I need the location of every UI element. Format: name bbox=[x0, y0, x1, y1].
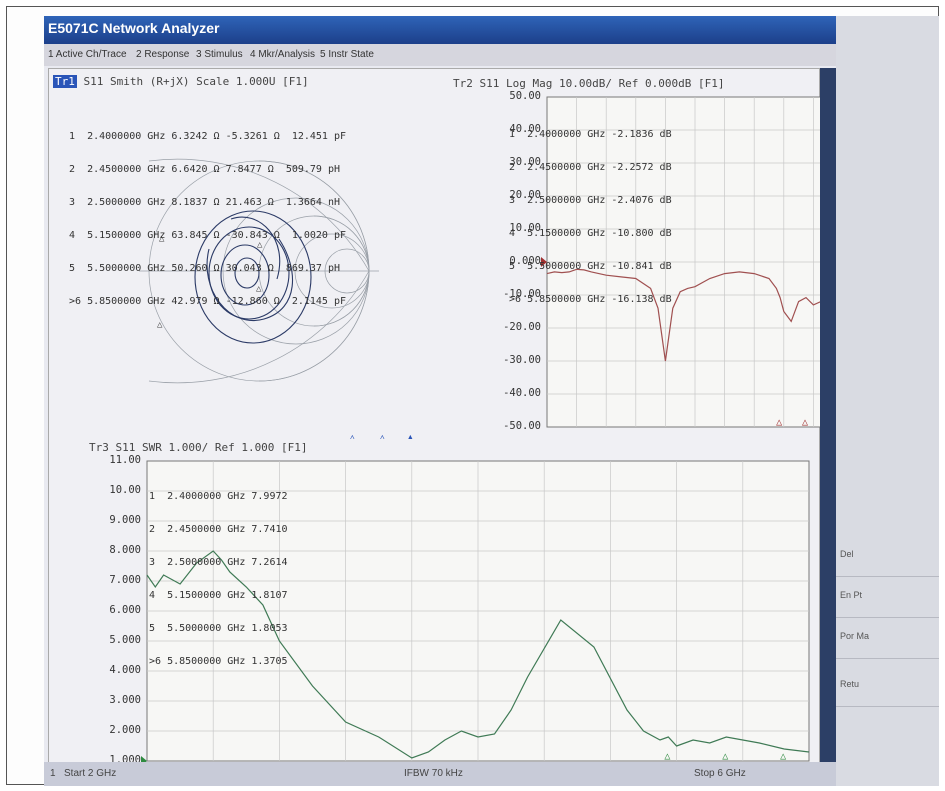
softkey-enter-pt[interactable]: En Pt bbox=[836, 577, 939, 618]
menu-instr-state[interactable]: 5 Instr State bbox=[320, 49, 374, 60]
trace2-marker-row: 3 2.5000000 GHz -2.4076 dB bbox=[509, 195, 672, 206]
trace2-marker-row: >6 5.8500000 GHz -16.138 dB bbox=[509, 294, 672, 305]
marker-triangle: △ bbox=[802, 417, 808, 428]
swr-chart: △ △ △ bbox=[141, 460, 810, 766]
trace2-ytick-label: 20.00 bbox=[509, 189, 541, 201]
trace3-marker-row: 2 2.4500000 GHz 7.7410 bbox=[149, 524, 288, 535]
smith-marker-tri-b: △ bbox=[379, 431, 386, 439]
marker-triangle: △ bbox=[664, 751, 670, 762]
smith-marker-4: △ bbox=[256, 284, 262, 294]
smith-marker-5: △ bbox=[257, 240, 263, 250]
smith-marker-tri-a: △ bbox=[349, 431, 356, 439]
smith-chart: △ △ △ △ △ △ ▲ bbox=[139, 158, 414, 439]
channel-number: 1 bbox=[50, 768, 56, 779]
logmag-panel: Tr2 S11 Log Mag 10.00dB/ Ref 0.000dB [F1… bbox=[449, 69, 821, 439]
trace1-marker-row: 1 2.4000000 GHz 6.3242 Ω -5.3261 Ω 12.45… bbox=[69, 131, 347, 142]
trace3-ytick-label: 8.000 bbox=[109, 544, 141, 556]
trace2-ytick-label: -20.00 bbox=[503, 321, 541, 333]
ifbw: IFBW 70 kHz bbox=[404, 768, 463, 779]
trace1-label[interactable]: Tr1 bbox=[53, 75, 77, 88]
trace3-ytick-label: 3.000 bbox=[109, 694, 141, 706]
trace1-marker-row: 4 5.1500000 GHz 63.845 Ω -30.843 Ω 1.002… bbox=[69, 230, 347, 241]
menu-bar: 1 Active Ch/Trace 2 Response 3 Stimulus … bbox=[44, 44, 836, 66]
trace3-trace-line bbox=[146, 550, 810, 759]
trace3-ytick-label: 7.000 bbox=[109, 574, 141, 586]
trace3-ytick-label: 10.00 bbox=[109, 484, 141, 496]
trace3-marker-row: 1 2.4000000 GHz 7.9972 bbox=[149, 491, 288, 502]
ref-level-arrow bbox=[541, 257, 547, 267]
trace2-ytick-label: 50.00 bbox=[509, 90, 541, 102]
trace1-marker-row: 3 2.5000000 GHz 8.1837 Ω 21.463 Ω 1.3664… bbox=[69, 197, 340, 208]
trace3-marker-row: 5 5.5000000 GHz 1.8053 bbox=[149, 623, 288, 634]
side-panel-edge bbox=[820, 68, 836, 762]
softkey-port-ma[interactable]: Por Ma bbox=[836, 618, 939, 659]
trace2-ytick-label: -10.00 bbox=[503, 288, 541, 300]
analyzer-screen: E5071C Network Analyzer 1 Active Ch/Trac… bbox=[44, 16, 836, 786]
title-bar: E5071C Network Analyzer bbox=[44, 16, 836, 44]
menu-mkr-analysis[interactable]: 4 Mkr/Analysis bbox=[250, 49, 316, 60]
trace3-marker-row: 3 2.5000000 GHz 7.2614 bbox=[149, 557, 288, 568]
trace2-ytick-label: -40.00 bbox=[503, 387, 541, 399]
trace2-marker-row: 5 5.5000000 GHz -10.841 dB bbox=[509, 261, 672, 272]
trace1-header: Tr1 S11 Smith (R+jX) Scale 1.000U [F1] bbox=[53, 75, 309, 88]
trace1-title: S11 Smith (R+jX) Scale 1.000U [F1] bbox=[83, 75, 309, 88]
marker-triangle: △ bbox=[776, 417, 782, 428]
trace2-marker-row: 2 2.4500000 GHz -2.2572 dB bbox=[509, 162, 672, 173]
status-bar: 1 Start 2 GHz IFBW 70 kHz Stop 6 GHz bbox=[44, 762, 836, 786]
trace3-ytick-label: 4.000 bbox=[109, 664, 141, 676]
menu-stimulus[interactable]: 3 Stimulus bbox=[196, 49, 243, 60]
trace3-ytick-label: 2.000 bbox=[109, 724, 141, 736]
smith-marker-2: △ bbox=[159, 234, 165, 244]
trace2-marker-row: 4 5.1500000 GHz -10.800 dB bbox=[509, 228, 672, 239]
trace2-ytick-label: 40.00 bbox=[509, 123, 541, 135]
menu-response[interactable]: 2 Response bbox=[136, 49, 190, 60]
marker-triangle: △ bbox=[722, 751, 728, 762]
start-frequency: Start 2 GHz bbox=[64, 768, 117, 779]
swr-panel: Tr3 S11 SWR 1.000/ Ref 1.000 [F1] 11.00 1… bbox=[49, 439, 821, 783]
trace1-marker-list: 1 2.4000000 GHz 6.3242 Ω -5.3261 Ω 12.45… bbox=[69, 109, 346, 329]
smith-marker-tri-c: ▲ bbox=[407, 431, 414, 439]
trace2-marker-row: 1 2.4000000 GHz -2.1836 dB bbox=[509, 129, 672, 140]
softkey-return[interactable]: Retu bbox=[836, 666, 939, 707]
trace1-marker-row: >6 5.8500000 GHz 42.979 Ω -12.860 Ω 2.11… bbox=[69, 296, 347, 307]
logmag-chart: △△△ bbox=[541, 96, 821, 428]
trace3-ytick-label: 5.000 bbox=[109, 634, 141, 646]
smith-panel: Tr1 S11 Smith (R+jX) Scale 1.000U [F1] bbox=[49, 69, 449, 439]
trace3-ytick-label: 6.000 bbox=[109, 604, 141, 616]
trace3-marker-list: 1 2.4000000 GHz 7.9972 2 2.4500000 GHz 7… bbox=[149, 469, 288, 689]
trace2-header: Tr2 S11 Log Mag 10.00dB/ Ref 0.000dB [F1… bbox=[453, 77, 725, 90]
menu-active-ch-trace[interactable]: 1 Active Ch/Trace bbox=[48, 49, 127, 60]
trace3-ytick-label: 11.00 bbox=[109, 454, 141, 466]
trace2-ytick-label: 10.00 bbox=[509, 222, 541, 234]
marker-triangle: △ bbox=[780, 751, 786, 762]
trace2-ytick-label: -30.00 bbox=[503, 354, 541, 366]
stop-frequency: Stop 6 GHz bbox=[694, 768, 746, 779]
window-title: E5071C Network Analyzer bbox=[48, 20, 220, 36]
trace2-ytick-label: -50.00 bbox=[503, 420, 541, 432]
smith-marker-1: △ bbox=[157, 320, 163, 330]
trace3-ytick-label: 9.000 bbox=[109, 514, 141, 526]
trace3-marker-row: 4 5.1500000 GHz 1.8107 bbox=[149, 590, 288, 601]
measurement-window: Tr1 S11 Smith (R+jX) Scale 1.000U [F1] bbox=[48, 68, 821, 783]
trace2-marker-list: 1 2.4000000 GHz -2.1836 dB 2 2.4500000 G… bbox=[509, 107, 672, 327]
trace2-ytick-label: 0.000 bbox=[509, 255, 541, 267]
trace3-marker-row: >6 5.8500000 GHz 1.3705 bbox=[149, 656, 288, 667]
trace1-marker-row: 2 2.4500000 GHz 6.6420 Ω 7.8477 Ω 509.79… bbox=[69, 164, 340, 175]
trace1-marker-row: 5 5.5000000 GHz 50.260 Ω 30.043 Ω 869.37… bbox=[69, 263, 340, 274]
softkey-del[interactable]: Del bbox=[836, 536, 939, 577]
trace2-trace-line bbox=[546, 268, 821, 362]
softkey-panel: Del En Pt Por Ma Retu bbox=[836, 16, 939, 786]
trace3-header: Tr3 S11 SWR 1.000/ Ref 1.000 [F1] bbox=[89, 441, 308, 454]
trace2-ytick-label: 30.00 bbox=[509, 156, 541, 168]
